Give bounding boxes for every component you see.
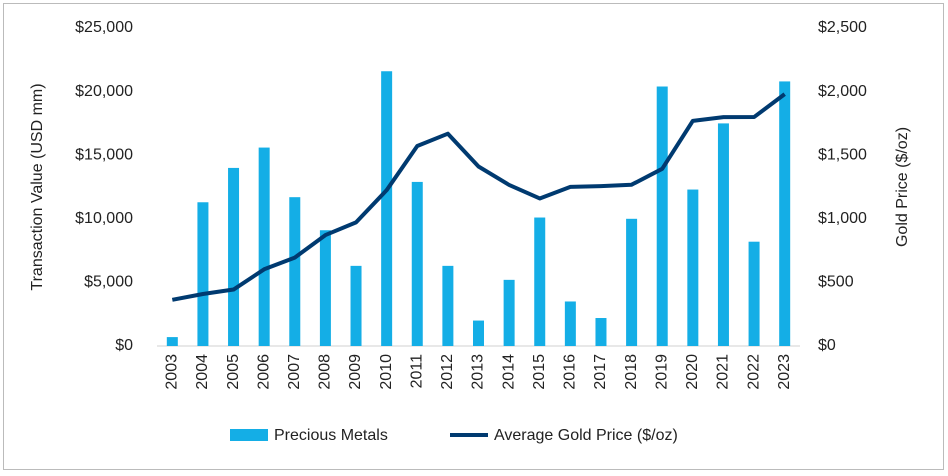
x-tick-label: 2020 [684, 354, 701, 390]
y2-axis-title: Gold Price ($/oz) [894, 127, 911, 247]
y-tick-label: $20,000 [75, 83, 133, 100]
y-tick-label: $25,000 [75, 19, 133, 36]
x-tick-label: 2019 [653, 354, 670, 390]
x-tick-label: 2013 [470, 354, 487, 390]
bar [228, 167, 240, 346]
x-tick-label: 2022 [745, 354, 762, 390]
bar [442, 265, 454, 346]
x-tick-label: 2017 [592, 354, 609, 390]
bar [166, 337, 178, 346]
line [171, 92, 786, 302]
legend-swatch [230, 429, 268, 441]
bar [687, 189, 699, 346]
x-tick-label: 2023 [776, 354, 793, 390]
bar [564, 301, 576, 346]
y-tick-label: $15,000 [75, 146, 133, 163]
y2-tick-label: $2,500 [818, 19, 867, 36]
bar [656, 86, 668, 347]
y2-tick-label: $2,000 [818, 83, 867, 100]
x-tick-label: 2015 [531, 354, 548, 390]
legend-label: Precious Metals [274, 427, 388, 444]
bar [595, 318, 607, 346]
x-tick-label: 2009 [347, 354, 364, 390]
y2-tick-label: $500 [818, 274, 854, 291]
x-tick-label: 2003 [164, 354, 181, 390]
x-tick-label: 2004 [194, 354, 211, 390]
x-tick-label: 2016 [562, 354, 579, 390]
x-tick-label: 2007 [286, 354, 303, 390]
bar [779, 81, 791, 346]
bar [319, 230, 331, 346]
bar [411, 181, 423, 346]
x-tick-label: 2014 [500, 354, 517, 390]
x-tick-label: 2021 [715, 354, 732, 390]
x-tick-label: 2008 [317, 354, 334, 390]
x-tick-label: 2005 [225, 354, 242, 390]
y2-tick-label: $1,500 [818, 146, 867, 163]
x-tick-label: 2011 [408, 354, 425, 389]
bar [534, 217, 546, 346]
x-tick-label: 2006 [255, 354, 272, 390]
bar [717, 123, 729, 347]
bar [289, 197, 301, 346]
bar [473, 320, 484, 346]
y2-tick-label: $0 [818, 337, 836, 354]
bar [350, 265, 362, 346]
bar [197, 202, 209, 346]
y-axis-title: Transaction Value (USD mm) [29, 83, 46, 290]
bar [381, 71, 393, 347]
bar [503, 279, 515, 346]
y-tick-label: $5,000 [84, 274, 133, 291]
y-tick-label: $10,000 [75, 210, 133, 227]
x-tick-label: 2010 [378, 354, 395, 390]
chart-border [3, 3, 944, 470]
bar [626, 218, 638, 346]
legend-label: Average Gold Price ($/oz) [494, 427, 678, 444]
x-tick-label: 2018 [623, 354, 640, 390]
y-tick-label: $0 [115, 337, 133, 354]
bar [258, 147, 270, 346]
x-tick-label: 2012 [439, 354, 456, 390]
y2-tick-label: $1,000 [818, 210, 867, 227]
bar [748, 241, 760, 346]
